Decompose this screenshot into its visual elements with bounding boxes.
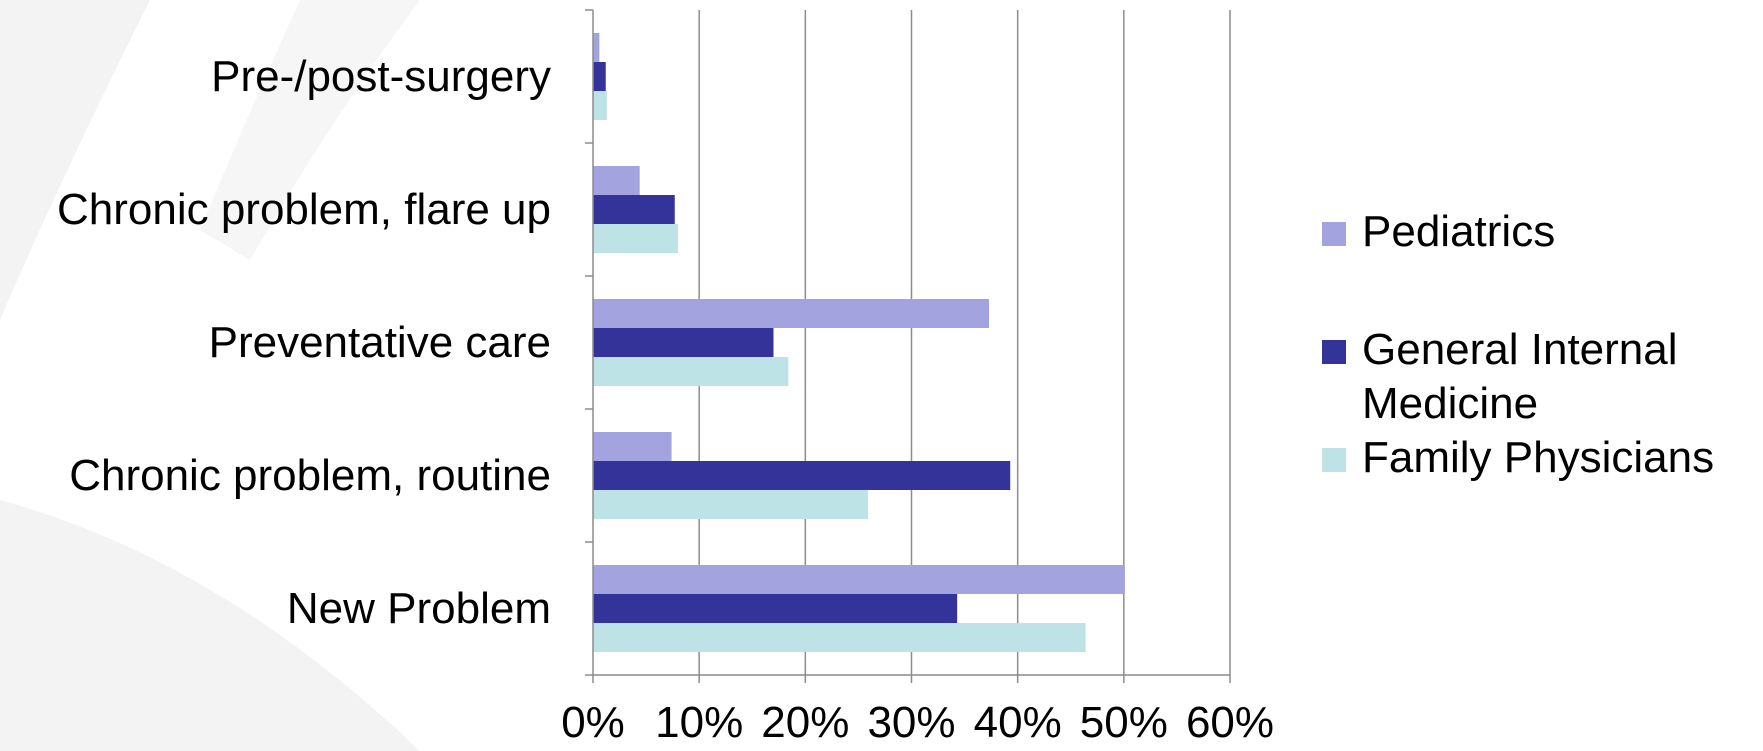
axes <box>585 9 1231 683</box>
legend: Pediatrics General Internal Medicine Fam… <box>1322 205 1742 485</box>
bar-family-physicians-3 <box>593 224 678 253</box>
bar-pediatrics-4 <box>593 33 600 62</box>
x-tick-labels: 0% 10% 20% 30% 40% 50% 60% <box>561 698 1274 747</box>
category-label-preventative-care: Preventative care <box>209 318 551 367</box>
legend-item-family-physicians: Family Physicians <box>1322 431 1742 485</box>
bar-family-physicians-0 <box>593 623 1086 652</box>
legend-swatch-family-physicians <box>1322 448 1346 472</box>
bar-general-internal-medicine-4 <box>593 62 606 91</box>
category-label-chronic-problem-routine: Chronic problem, routine <box>69 451 551 500</box>
bar-general-internal-medicine-2 <box>593 328 774 357</box>
bar-pediatrics-1 <box>593 432 672 461</box>
bar-pediatrics-2 <box>593 299 990 328</box>
x-tick-label: 10% <box>655 698 743 747</box>
x-tick-label: 30% <box>867 698 955 747</box>
background-watermark <box>0 0 420 751</box>
x-tick-label: 50% <box>1080 698 1168 747</box>
bar-family-physicians-1 <box>593 490 868 519</box>
legend-item-general-internal-medicine: General Internal Medicine <box>1322 323 1742 431</box>
category-labels: New Problem Chronic problem, routine Preve… <box>57 52 551 633</box>
legend-swatch-general-internal-medicine <box>1322 340 1346 364</box>
bar-pediatrics-0 <box>593 565 1125 594</box>
legend-swatch-pediatrics <box>1322 222 1346 246</box>
bar-general-internal-medicine-1 <box>593 461 1011 490</box>
legend-label-pediatrics: Pediatrics <box>1362 207 1556 256</box>
category-label-chronic-problem-flare-up: Chronic problem, flare up <box>57 185 551 234</box>
bar-family-physicians-2 <box>593 357 789 386</box>
bar-general-internal-medicine-0 <box>593 594 958 623</box>
bar-family-physicians-4 <box>593 91 607 120</box>
x-tick-label: 0% <box>561 698 625 747</box>
bar-general-internal-medicine-3 <box>593 195 675 224</box>
bar-pediatrics-3 <box>593 166 640 195</box>
bars <box>593 33 1125 652</box>
legend-item-pediatrics: Pediatrics <box>1322 205 1742 259</box>
x-tick-label: 20% <box>761 698 849 747</box>
category-label-pre-post-surgery: Pre-/post-surgery <box>211 52 551 101</box>
legend-label-general-internal-medicine: General Internal Medicine <box>1362 325 1678 428</box>
x-tick-label: 40% <box>974 698 1062 747</box>
legend-label-family-physicians: Family Physicians <box>1362 433 1715 482</box>
category-label-new-problem: New Problem <box>287 584 551 633</box>
x-tick-label: 60% <box>1186 698 1274 747</box>
